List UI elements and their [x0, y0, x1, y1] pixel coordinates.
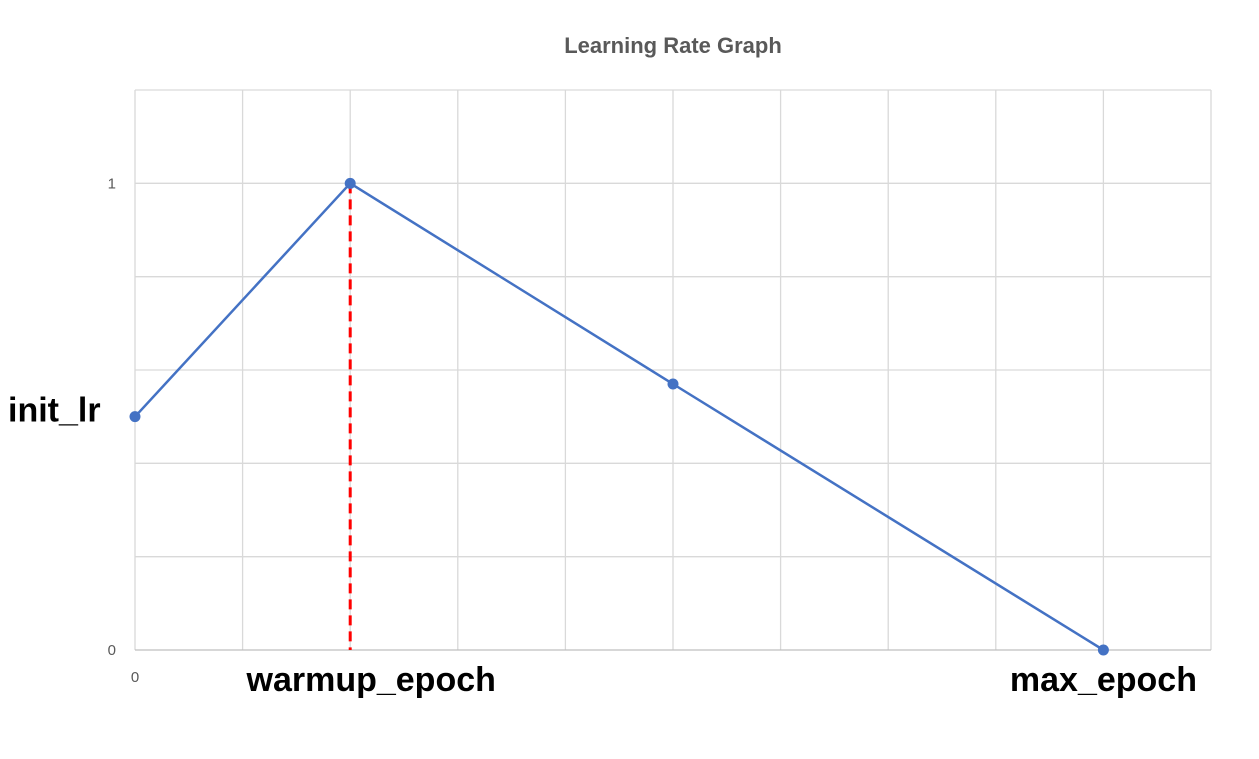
data-point: [129, 411, 141, 423]
series-layer: [129, 177, 1109, 656]
max-epoch-label: max_epoch: [1010, 661, 1197, 699]
data-point: [344, 177, 356, 189]
x-tick-label: 0: [131, 669, 139, 686]
y-tick-label: 0: [108, 642, 116, 659]
y-tick-label: 1: [108, 175, 116, 192]
data-point: [1097, 644, 1109, 656]
warmup-epoch-label: warmup_epoch: [246, 661, 496, 699]
grid: [134, 89, 1212, 650]
axes: 0 1 0: [108, 175, 1211, 686]
init-lr-label: init_lr: [8, 392, 101, 430]
labels: init_lr warmup_epoch max_epoch: [8, 392, 1197, 699]
series-line: [134, 182, 1105, 652]
chart-title: Learning Rate Graph: [564, 33, 782, 58]
data-point: [667, 378, 679, 390]
